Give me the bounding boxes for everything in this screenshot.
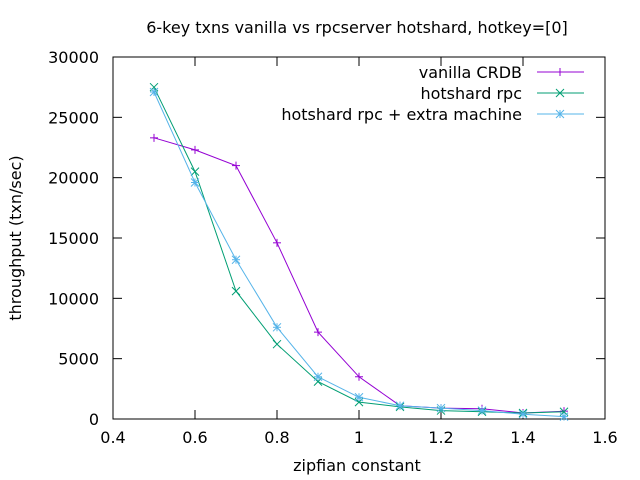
legend-marker [556,68,564,76]
y-tick-label: 30000 [48,48,99,67]
y-tick-label: 15000 [48,229,99,248]
legend-label: vanilla CRDB [419,63,522,82]
data-point [272,339,282,349]
x-axis-label: zipfian constant [293,456,421,475]
data-point [313,372,323,382]
legend-item: hotshard rpc + extra machine [281,105,584,124]
x-axis-ticks: 0.4 0.6 0.8 1 1.2 1.4 1.6 [100,57,618,447]
data-point [477,406,487,415]
data-point [272,322,282,332]
series-0 [150,133,568,417]
data-point [354,392,364,402]
data-point [190,167,200,176]
chart-title: 6-key txns vanilla vs rpcserver hotshard… [146,18,568,37]
legend-label: hotshard rpc + extra machine [281,105,522,124]
y-axis-ticks: 0 5000 10000 15000 20000 25000 30000 [48,48,605,429]
y-tick-label: 10000 [48,289,99,308]
data-point [231,286,241,296]
legend-item: vanilla CRDB [419,63,584,82]
data-point [314,328,322,337]
data-point [273,238,281,247]
x-tick-label: 0.6 [182,428,207,447]
x-tick-label: 1.4 [510,428,535,447]
y-tick-label: 0 [89,410,99,429]
series-2 [149,87,569,421]
data-point [149,87,159,97]
series-layer [149,82,569,421]
y-axis-label: throughput (txn/sec) [6,155,25,320]
data-point [518,409,528,419]
data-point [436,403,446,413]
y-tick-label: 5000 [58,350,99,369]
data-point [231,255,241,265]
data-point [232,161,240,170]
x-tick-label: 0.8 [264,428,289,447]
x-tick-label: 1.6 [592,428,617,447]
data-point [559,412,569,421]
y-tick-label: 25000 [48,108,99,127]
x-tick-label: 1 [354,428,364,447]
data-point [191,145,199,154]
data-point [395,401,405,411]
x-tick-label: 0.4 [100,428,125,447]
legend-marker [555,88,565,98]
series-line [153,86,565,414]
legend: vanilla CRDB hotshard rpc hotshard rpc + e… [281,63,584,124]
data-point [355,372,363,381]
legend-label: hotshard rpc [420,84,522,103]
data-point [190,178,200,187]
legend-item: hotshard rpc [420,84,584,103]
series-line [153,91,565,418]
series-line [153,137,565,414]
legend-marker [555,109,565,119]
series-1 [149,82,569,418]
y-tick-label: 20000 [48,169,99,188]
x-tick-label: 1.2 [428,428,453,447]
data-point [150,133,158,142]
